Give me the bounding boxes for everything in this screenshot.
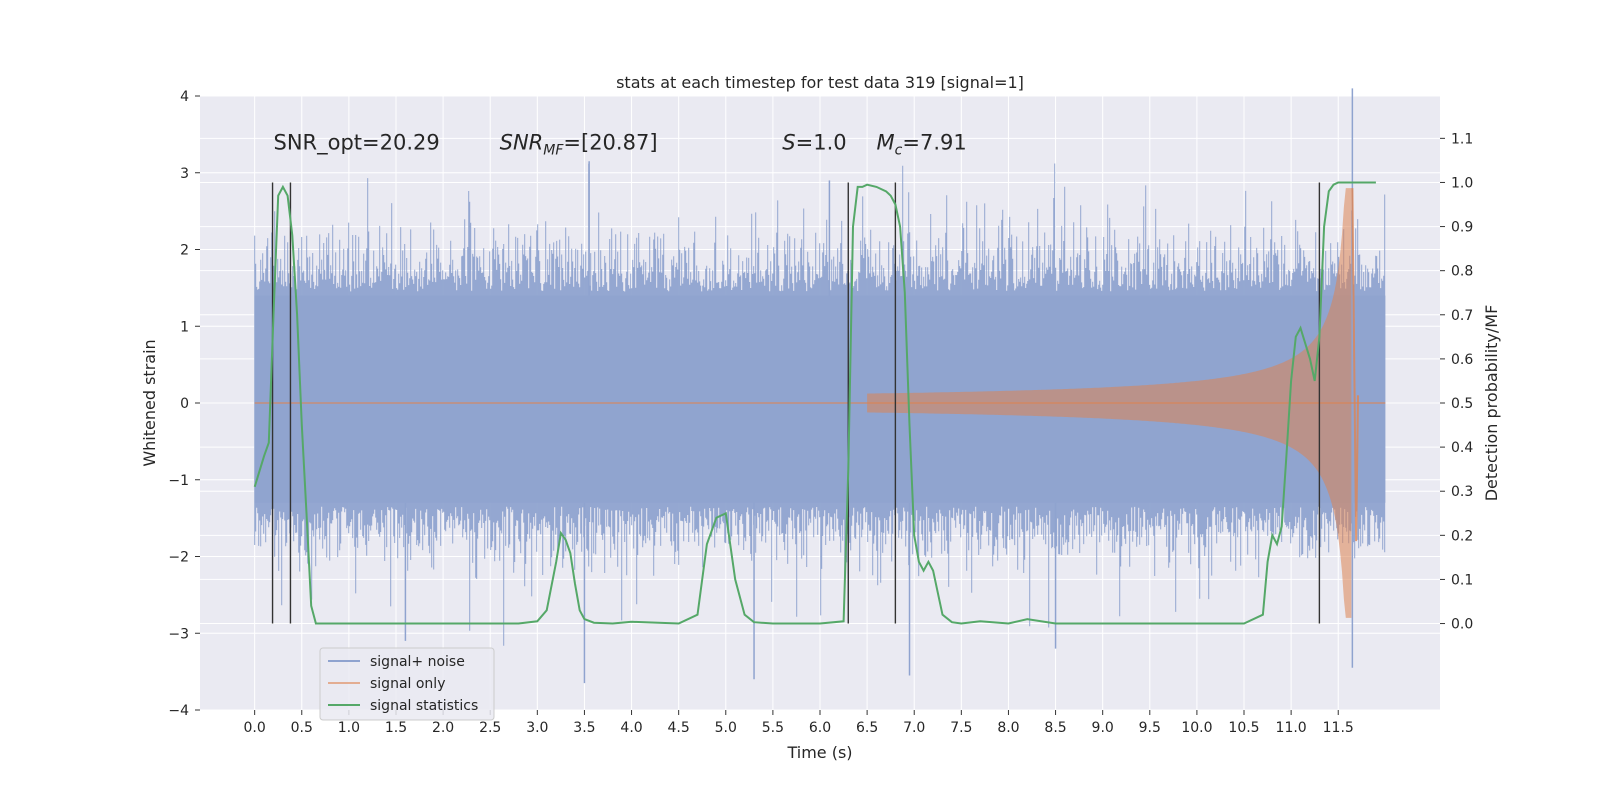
annotations: SNR_opt=20.29 SNRMF=[20.87] S=1.0 Mc=7.91 [273, 131, 966, 159]
y-right-tick-label: 0.4 [1451, 440, 1473, 456]
x-tick-label: 8.5 [1044, 720, 1066, 736]
x-tick-label: 3.0 [526, 720, 548, 736]
x-tick-label: 2.0 [432, 720, 454, 736]
x-axis-ticks: 0.0 0.5 1.0 1.5 2.0 2.5 3.0 3.5 4.0 4.5 5.0 5.5 6.0 6… [244, 710, 1354, 736]
y-left-tick-label: 4 [180, 89, 189, 105]
annotation-text: S=1.0 [782, 131, 846, 155]
series-signal-only [254, 188, 1386, 618]
x-tick-label: 10.5 [1228, 720, 1259, 736]
x-axis-label: Time (s) [786, 743, 852, 762]
statistics-line [253, 181, 1376, 625]
x-tick-label: 1.0 [338, 720, 360, 736]
legend-label-signal-plus-noise: signal+ noise [370, 654, 465, 670]
x-tick-label: 1.5 [385, 720, 407, 736]
x-tick-label: 0.5 [291, 720, 313, 736]
y-right-tick-label: 0.2 [1451, 528, 1473, 544]
y-left-tick-label: 3 [180, 166, 189, 182]
legend-label-signal-statistics: signal statistics [370, 698, 478, 714]
y-right-tick-label: 0.7 [1451, 308, 1473, 324]
x-tick-label: 4.0 [620, 720, 642, 736]
series-signal-statistics [253, 181, 1376, 625]
x-tick-label: 9.0 [1092, 720, 1114, 736]
x-tick-label: 11.5 [1323, 720, 1354, 736]
x-tick-label: 6.0 [809, 720, 831, 736]
y-left-tick-label: 0 [180, 396, 189, 412]
x-tick-label: 5.5 [762, 720, 784, 736]
x-tick-label: 4.5 [668, 720, 690, 736]
x-tick-label: 9.5 [1139, 720, 1161, 736]
y-left-tick-label: −2 [168, 550, 189, 566]
x-tick-label: 0.0 [244, 720, 266, 736]
signal-merger [1351, 188, 1360, 542]
chart-title: stats at each timestep for test data 319… [616, 73, 1024, 92]
legend-frame [319, 647, 495, 721]
annotation-text: SNRMF=[20.87] [500, 131, 658, 159]
x-tick-label: 5.0 [715, 720, 737, 736]
y-right-tick-label: 0.6 [1451, 352, 1473, 368]
y-left-tick-label: −1 [168, 473, 189, 489]
y-right-tick-label: 0.1 [1451, 572, 1473, 588]
x-tick-label: 10.0 [1181, 720, 1212, 736]
y-right-tick-label: 0.3 [1451, 484, 1473, 500]
y-right-axis-ticks: 0.0 0.1 0.2 0.3 0.4 0.5 0.6 0.7 0.8 0.9 1.0 1.1 [1440, 131, 1473, 633]
y-right-axis-label: Detection probability/MF [1482, 305, 1501, 502]
x-tick-label: 11.0 [1276, 720, 1307, 736]
y-left-tick-label: 1 [180, 319, 189, 335]
vertical-markers [271, 182, 1321, 624]
annotation-text: Mc=7.91 [877, 131, 967, 159]
y-left-tick-label: 2 [180, 243, 189, 259]
x-tick-label: 6.5 [856, 720, 878, 736]
y-right-tick-label: 0.5 [1451, 396, 1473, 412]
x-tick-label: 7.5 [950, 720, 972, 736]
y-right-tick-label: 1.0 [1451, 175, 1473, 191]
y-right-tick-label: 0.0 [1451, 617, 1473, 633]
y-left-axis-label: Whitened strain [140, 339, 159, 466]
y-left-tick-label: −3 [168, 626, 189, 642]
y-right-tick-label: 0.8 [1451, 264, 1473, 280]
x-tick-label: 2.5 [479, 720, 501, 736]
legend-label-signal-only: signal only [370, 676, 445, 692]
x-tick-label: 7.0 [903, 720, 925, 736]
y-right-tick-label: 1.1 [1451, 131, 1473, 147]
legend: signal+ noise signal only signal statist… [319, 647, 495, 721]
y-right-tick-label: 0.9 [1451, 220, 1473, 236]
y-left-tick-label: −4 [168, 703, 189, 719]
x-tick-label: 8.0 [997, 720, 1019, 736]
annotation-text: SNR_opt=20.29 [273, 131, 439, 156]
x-tick-label: 3.5 [573, 720, 595, 736]
y-left-axis-ticks: −4 −3 −2 −1 0 1 2 3 4 [168, 89, 200, 719]
